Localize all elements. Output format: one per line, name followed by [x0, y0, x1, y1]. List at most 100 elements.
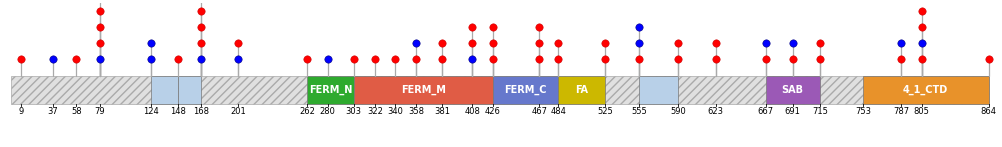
- Point: [531, 26, 547, 28]
- Text: 201: 201: [230, 107, 245, 116]
- Point: [92, 26, 108, 28]
- Point: [408, 58, 424, 61]
- Text: 667: 667: [757, 107, 773, 116]
- Text: 715: 715: [812, 107, 827, 116]
- Text: 691: 691: [784, 107, 800, 116]
- Text: SAB: SAB: [781, 85, 803, 95]
- Text: 37: 37: [47, 107, 58, 116]
- Text: FA: FA: [574, 85, 587, 95]
- Text: FERM_N: FERM_N: [309, 85, 352, 95]
- Point: [44, 58, 60, 61]
- Point: [387, 58, 403, 61]
- Point: [192, 10, 208, 12]
- Text: 168: 168: [192, 107, 208, 116]
- Text: 864: 864: [980, 107, 996, 116]
- Point: [707, 42, 723, 44]
- Text: 322: 322: [367, 107, 383, 116]
- Point: [367, 58, 383, 61]
- Point: [980, 58, 996, 61]
- Point: [596, 42, 612, 44]
- Point: [434, 42, 450, 44]
- Text: 787: 787: [893, 107, 909, 116]
- Point: [757, 58, 773, 61]
- Text: 280: 280: [320, 107, 336, 116]
- Bar: [307, 76, 354, 104]
- Point: [320, 58, 336, 61]
- Text: 525: 525: [596, 107, 612, 116]
- Text: FERM_M: FERM_M: [401, 85, 445, 95]
- Point: [811, 58, 827, 61]
- Point: [68, 58, 84, 61]
- Point: [484, 26, 500, 28]
- Point: [464, 42, 480, 44]
- Text: 9: 9: [18, 107, 23, 116]
- Point: [893, 42, 909, 44]
- Text: 484: 484: [550, 107, 566, 116]
- Point: [784, 42, 800, 44]
- Point: [596, 58, 612, 61]
- Text: 590: 590: [670, 107, 685, 116]
- Point: [784, 58, 800, 61]
- Point: [669, 58, 685, 61]
- Text: 4_1_CTD: 4_1_CTD: [902, 85, 948, 95]
- Point: [913, 58, 929, 61]
- Point: [464, 26, 480, 28]
- Text: 753: 753: [854, 107, 870, 116]
- Point: [550, 58, 566, 61]
- Point: [229, 58, 245, 61]
- Point: [92, 58, 108, 61]
- Bar: [151, 76, 178, 104]
- Point: [757, 42, 773, 44]
- Bar: [11, 76, 988, 104]
- Text: 555: 555: [630, 107, 646, 116]
- Point: [484, 58, 500, 61]
- Text: 262: 262: [299, 107, 315, 116]
- Text: 58: 58: [71, 107, 81, 116]
- Point: [299, 58, 315, 61]
- Point: [531, 42, 547, 44]
- Point: [192, 26, 208, 28]
- Point: [630, 58, 646, 61]
- Point: [346, 58, 362, 61]
- Bar: [492, 76, 558, 104]
- Text: 426: 426: [484, 107, 500, 116]
- Point: [170, 58, 186, 61]
- Text: 340: 340: [387, 107, 403, 116]
- Point: [484, 42, 500, 44]
- Point: [434, 58, 450, 61]
- Point: [531, 58, 547, 61]
- Point: [92, 10, 108, 12]
- Point: [913, 10, 929, 12]
- Point: [913, 26, 929, 28]
- Text: 623: 623: [707, 107, 723, 116]
- Text: 408: 408: [464, 107, 480, 116]
- Point: [913, 42, 929, 44]
- Text: 124: 124: [143, 107, 158, 116]
- Point: [229, 42, 245, 44]
- Text: 805: 805: [913, 107, 929, 116]
- Text: 303: 303: [346, 107, 362, 116]
- Point: [143, 58, 159, 61]
- Text: 148: 148: [170, 107, 186, 116]
- Bar: [862, 76, 988, 104]
- Point: [630, 26, 646, 28]
- Point: [630, 42, 646, 44]
- Bar: [178, 76, 200, 104]
- Bar: [558, 76, 604, 104]
- Point: [893, 58, 909, 61]
- Text: 358: 358: [408, 107, 424, 116]
- Text: FERM_C: FERM_C: [504, 85, 546, 95]
- Bar: [638, 76, 677, 104]
- Point: [192, 42, 208, 44]
- Bar: [765, 76, 819, 104]
- Point: [707, 58, 723, 61]
- Bar: [354, 76, 492, 104]
- Point: [550, 42, 566, 44]
- Point: [464, 58, 480, 61]
- Point: [13, 58, 29, 61]
- Text: 381: 381: [434, 107, 450, 116]
- Point: [408, 42, 424, 44]
- Point: [811, 42, 827, 44]
- Point: [92, 42, 108, 44]
- Text: 467: 467: [531, 107, 547, 116]
